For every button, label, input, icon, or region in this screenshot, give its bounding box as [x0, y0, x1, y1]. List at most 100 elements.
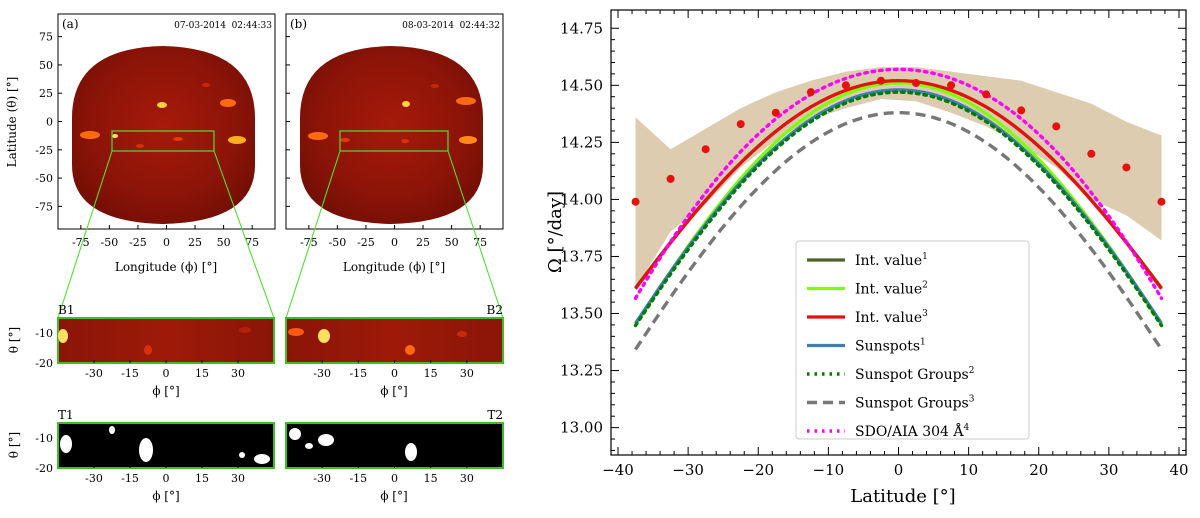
strip-b2-label: B2	[487, 303, 503, 317]
model-curves	[633, 67, 1164, 351]
strip-xtick-label: -30	[313, 472, 331, 485]
legend-entry-4: Sunspot Groups2	[855, 366, 974, 383]
map-xtick-label: -75	[72, 236, 90, 249]
map-ytick-label: -75	[35, 200, 53, 213]
map-axes: -75 -50 -25 0 25 50 75 -75 -50 -25 0 25 50 757550250-…	[35, 31, 487, 249]
map-ytick-label: 50	[39, 59, 53, 72]
data-point	[631, 197, 640, 206]
map-xtick-label: 50	[445, 236, 459, 249]
x-tick-label: 0	[894, 461, 904, 479]
strip-b-ylabel: θ [°]	[7, 327, 21, 353]
strip-ytick-label: -20	[35, 462, 53, 475]
strip-ytick-label: -20	[35, 357, 53, 370]
strip-b1: B1	[57, 303, 275, 364]
data-point	[701, 145, 710, 154]
data-point	[982, 90, 991, 99]
strip-b2-xlabel: ϕ [°]	[380, 384, 407, 398]
strip-xtick-label: 0	[163, 472, 170, 485]
y-tick-label: 13.25	[560, 362, 603, 380]
strip-xtick-label: -15	[349, 472, 367, 485]
legend-entry-0: Int. value1	[855, 252, 928, 269]
map-xtick-label: -75	[300, 236, 318, 249]
data-point	[947, 81, 956, 90]
map-ytick-label: -25	[35, 144, 53, 157]
series-line-5	[634, 111, 1163, 351]
zoom-connectors	[57, 150, 504, 319]
uncertainty-band	[635, 67, 1162, 289]
strip-b1-label: B1	[58, 303, 74, 317]
data-point	[841, 81, 850, 90]
data-point	[912, 79, 921, 88]
map-ytick-label: 75	[39, 31, 53, 44]
series-line-6	[633, 67, 1164, 300]
data-point	[1052, 122, 1061, 131]
strip-xtick-label: -30	[313, 367, 331, 380]
strip-b2: B2	[285, 303, 504, 364]
strip-xtick-label: 15	[424, 367, 438, 380]
map-xtick-label: 75	[245, 236, 259, 249]
strip-ytick-label: -10	[35, 432, 53, 445]
x-tick-label: 30	[1099, 461, 1118, 479]
left-figure: (a) 07-03-2014 02:44:33 (b) 08-03-2014 0…	[5, 13, 504, 503]
legend-entry-3: Sunspots1	[855, 338, 926, 355]
strip-axes: -30 -15 0 15 30 -30 -15 0 15 30 -30 -15 0 15 30 -30 -15 0…	[35, 327, 474, 485]
data-point	[806, 88, 815, 97]
map-ytick-label: 0	[46, 116, 53, 129]
panel-a-label: (a)	[62, 17, 79, 31]
map-xtick-label: 50	[217, 236, 231, 249]
x-tick-label: −10	[813, 461, 845, 479]
strip-t1-xlabel: ϕ [°]	[152, 489, 179, 503]
x-tick-label: −30	[672, 461, 704, 479]
data-point	[736, 120, 745, 129]
y-tick-label: 13.75	[560, 247, 603, 265]
strip-xtick-label: -30	[85, 367, 103, 380]
map-xtick-label: 25	[188, 236, 202, 249]
panel-b-label: (b)	[290, 17, 307, 31]
legend: Int. value1 Int. value2 Int. value3 Sunspot…	[795, 240, 1030, 440]
panel-a-date: 07-03-2014	[174, 21, 226, 31]
axis-ticks: −40 −30 −20 −10 0 10 20 30 40 13.00 13.25 13.50 13.7…	[560, 10, 1189, 479]
strip-xtick-label: 30	[460, 472, 474, 485]
active-regions-a	[80, 83, 246, 148]
map-xtick-label: 0	[163, 236, 170, 249]
map-xtick-label: 25	[416, 236, 430, 249]
strip-t2: T2	[285, 408, 504, 469]
y-axis-label: Ω [°/day]	[545, 191, 566, 273]
rotation-chart: −40 −30 −20 −10 0 10 20 30 40 13.00 13.25 13.50 13.7…	[545, 9, 1189, 507]
x-tick-label: −20	[742, 461, 774, 479]
strip-t1: T1	[57, 408, 275, 469]
strip-xtick-label: 15	[424, 472, 438, 485]
strip-xtick-label: -15	[349, 367, 367, 380]
legend-entry-2: Int. value3	[855, 309, 928, 326]
strip-b1-xlabel: ϕ [°]	[152, 384, 179, 398]
map-xtick-label: -50	[329, 236, 347, 249]
strip-xtick-label: 30	[460, 367, 474, 380]
strip-xtick-label: -30	[85, 472, 103, 485]
map-ylabel: Latitude (θ) [°]	[5, 77, 19, 168]
map-xtick-label: -50	[101, 236, 119, 249]
map-ytick-label: 25	[39, 87, 53, 100]
legend-entry-1: Int. value2	[855, 281, 928, 298]
y-tick-label: 14.50	[560, 76, 603, 94]
y-tick-label: 14.75	[560, 19, 603, 37]
map-xtick-label: 0	[391, 236, 398, 249]
x-tick-label: 40	[1169, 461, 1188, 479]
strip-xtick-label: -15	[121, 472, 139, 485]
confidence-band	[635, 67, 1162, 289]
legend-entry-5: Sunspot Groups3	[855, 395, 975, 412]
map-a-xlabel: Longitude (ϕ) [°]	[115, 260, 217, 274]
x-tick-label: 20	[1029, 461, 1048, 479]
panel-b-date: 08-03-2014	[402, 21, 454, 31]
data-point	[1157, 197, 1166, 206]
data-point	[771, 108, 780, 117]
strip-t1-label: T1	[58, 408, 74, 422]
strip-xtick-label: 15	[195, 472, 209, 485]
strip-xtick-label: 30	[231, 367, 245, 380]
data-points	[631, 76, 1166, 206]
map-b-xlabel: Longitude (ϕ) [°]	[343, 260, 445, 274]
series-line-1	[634, 81, 1163, 326]
y-tick-label: 14.00	[560, 190, 603, 208]
strip-ytick-label: -10	[35, 327, 53, 340]
panel-a-time: 02:44:33	[232, 21, 273, 31]
y-tick-label: 13.00	[560, 419, 603, 437]
